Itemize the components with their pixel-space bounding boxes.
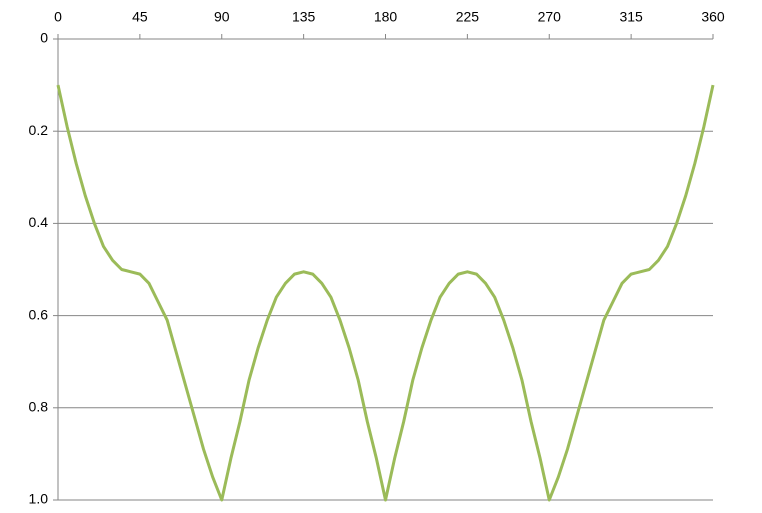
y-tick-label: 0 [40, 30, 48, 46]
x-tick-label: 315 [619, 9, 643, 25]
y-tick-label: 1.0 [29, 491, 49, 507]
x-tick-label: 90 [214, 9, 230, 25]
x-tick-label: 180 [374, 9, 398, 25]
data-line [56, 84, 715, 502]
x-tick-label: 225 [456, 9, 480, 25]
x-tick-label: 270 [538, 9, 562, 25]
x-tick-label: 360 [701, 9, 725, 25]
y-tick-label: 0.8 [29, 399, 49, 415]
x-tick-label: 135 [292, 9, 316, 25]
x-tick-label: 0 [54, 9, 62, 25]
y-tick-label: 0.2 [29, 122, 49, 138]
y-tick-label: 0.6 [29, 306, 49, 322]
x-tick-label: 45 [132, 9, 148, 25]
y-tick-label: 0.4 [29, 214, 49, 230]
